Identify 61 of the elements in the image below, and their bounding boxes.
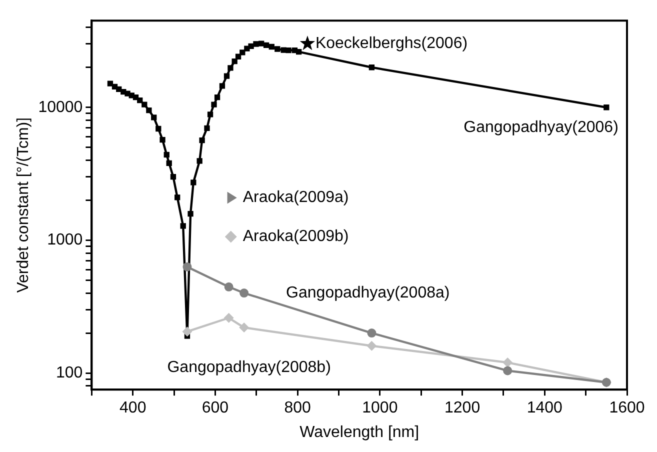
series-label: Gangopadhyay(2006) [464, 118, 618, 136]
point [170, 174, 176, 180]
point [368, 64, 375, 70]
x-tick-label: 1000 [362, 400, 398, 417]
point [207, 112, 214, 118]
point [248, 43, 254, 49]
point [604, 104, 610, 110]
point [224, 282, 234, 292]
point [196, 158, 202, 164]
point [188, 210, 194, 217]
point [502, 357, 513, 368]
y-tick-label: 10000 [38, 98, 83, 116]
point [286, 47, 292, 54]
point [300, 36, 316, 50]
point [263, 42, 270, 48]
point [146, 107, 152, 114]
x-tick-label: 1200 [444, 400, 480, 417]
point [239, 322, 250, 333]
point [151, 114, 157, 120]
y-tick-label: 100 [56, 364, 83, 382]
series-label: Gangopadhyay(2008a) [286, 284, 450, 302]
x-tick-label: 1600 [609, 400, 645, 417]
x-tick-label: 1400 [526, 400, 563, 417]
point [367, 328, 376, 338]
point [160, 136, 166, 143]
point [204, 125, 210, 132]
point [211, 102, 217, 108]
point [190, 180, 196, 186]
legend-label: Araoka(2009b) [242, 228, 349, 246]
series-label: Koeckelberghs(2006) [315, 35, 468, 52]
point [137, 97, 143, 104]
point [366, 340, 377, 351]
point [268, 44, 274, 50]
point [219, 83, 226, 89]
point [503, 366, 512, 376]
point [142, 102, 148, 108]
point [166, 160, 172, 166]
x-tick-label: 600 [202, 400, 229, 417]
point [164, 152, 170, 158]
x-axis-title: Wavelength [nm] [300, 424, 420, 441]
point [240, 50, 246, 56]
legend-label: Araoka(2009a) [242, 189, 349, 206]
point [228, 65, 234, 71]
point [182, 326, 192, 337]
series-label: Gangopadhyay(2008b) [167, 359, 331, 376]
point [253, 41, 259, 47]
point [180, 223, 186, 229]
point [174, 194, 180, 200]
point [224, 73, 230, 79]
point [199, 137, 205, 144]
point [214, 94, 220, 100]
point [156, 126, 162, 132]
point [240, 288, 249, 298]
y-axis-title: Verdet constant [°/(Tcm)] [15, 117, 32, 293]
point [296, 48, 302, 55]
point [274, 46, 280, 52]
x-tick-label: 400 [120, 400, 146, 417]
point [182, 262, 192, 272]
point [224, 312, 234, 323]
y-tick-label: 1000 [47, 232, 83, 249]
x-tick-label: 800 [284, 400, 312, 417]
